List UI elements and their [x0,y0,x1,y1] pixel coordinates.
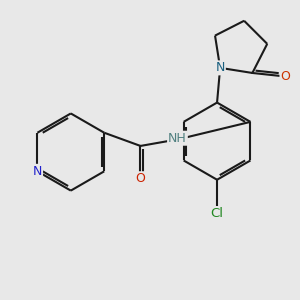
Text: N: N [215,61,225,74]
Text: Cl: Cl [211,207,224,220]
Text: NH: NH [168,132,187,145]
Text: N: N [33,165,42,178]
Text: O: O [136,172,146,185]
Text: O: O [280,70,290,83]
